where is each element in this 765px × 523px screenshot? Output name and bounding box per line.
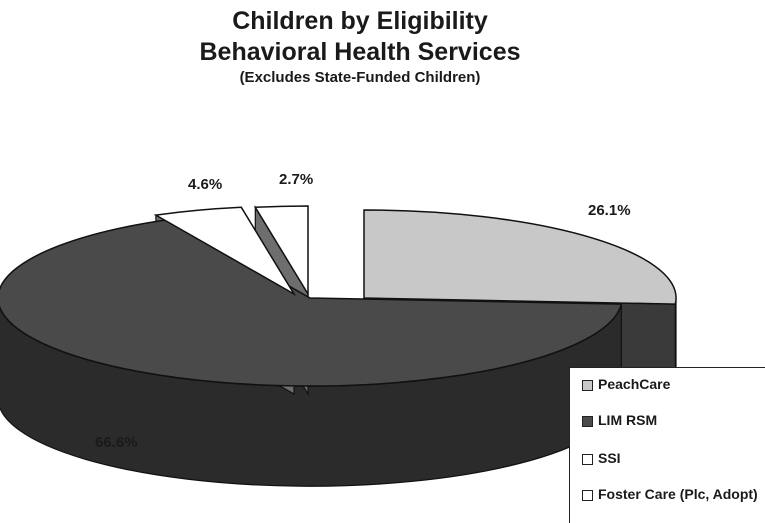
data-label-foster-care: 2.7%	[279, 171, 313, 188]
slice-peachcare	[363, 209, 677, 305]
legend-swatch-peachcare	[582, 380, 593, 391]
chart-title-line-1: Children by Eligibility	[232, 7, 488, 35]
legend-item-foster-care: Foster Care (Plc, Adopt)	[582, 486, 763, 503]
legend-item-ssi: SSI	[582, 450, 763, 467]
legend-swatch-lim-rsm	[582, 416, 593, 427]
chart-title-line-2: Behavioral Health Services	[199, 38, 521, 66]
data-label-ssi: 4.6%	[188, 176, 222, 193]
legend-label-foster-care: Foster Care (Plc, Adopt)	[598, 486, 758, 502]
legend-swatch-foster-care	[582, 490, 593, 501]
chart-title-block: Children by Eligibility Behavioral Healt…	[0, 6, 720, 88]
chart-legend: PeachCare LIM RSM SSI Foster Care (Plc, …	[569, 367, 765, 523]
data-label-peachcare: 26.1%	[588, 202, 631, 219]
slice-lim-rsm	[0, 218, 623, 387]
data-label-lim-rsm: 66.6%	[95, 434, 138, 451]
legend-item-lim-rsm: LIM RSM	[582, 412, 763, 429]
legend-label-ssi: SSI	[598, 450, 621, 466]
slice-ssi	[153, 206, 297, 297]
legend-label-peachcare: PeachCare	[598, 376, 671, 392]
legend-label-lim-rsm: LIM RSM	[598, 412, 658, 428]
slice-foster-care	[254, 205, 309, 297]
legend-item-peachcare: PeachCare	[582, 376, 763, 393]
legend-swatch-ssi	[582, 454, 593, 465]
chart-subtitle: (Excludes State-Funded Children)	[239, 69, 481, 86]
